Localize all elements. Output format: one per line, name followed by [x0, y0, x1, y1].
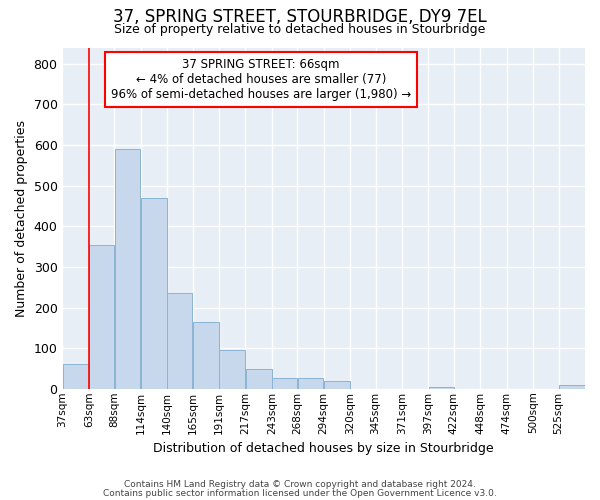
Text: 37 SPRING STREET: 66sqm
← 4% of detached houses are smaller (77)
96% of semi-det: 37 SPRING STREET: 66sqm ← 4% of detached…	[111, 58, 411, 100]
Bar	[298, 378, 323, 389]
Bar	[245, 370, 272, 389]
Bar	[89, 244, 114, 389]
Bar	[115, 149, 140, 389]
Bar	[324, 382, 350, 389]
Text: Size of property relative to detached houses in Stourbridge: Size of property relative to detached ho…	[115, 22, 485, 36]
Text: 37, SPRING STREET, STOURBRIDGE, DY9 7EL: 37, SPRING STREET, STOURBRIDGE, DY9 7EL	[113, 8, 487, 26]
Bar	[141, 198, 167, 389]
X-axis label: Distribution of detached houses by size in Stourbridge: Distribution of detached houses by size …	[154, 442, 494, 455]
Bar	[559, 384, 585, 389]
Bar	[167, 294, 192, 389]
Text: Contains HM Land Registry data © Crown copyright and database right 2024.: Contains HM Land Registry data © Crown c…	[124, 480, 476, 489]
Bar	[62, 364, 89, 389]
Y-axis label: Number of detached properties: Number of detached properties	[15, 120, 28, 316]
Bar	[193, 322, 219, 389]
Bar	[219, 350, 245, 389]
Text: Contains public sector information licensed under the Open Government Licence v3: Contains public sector information licen…	[103, 488, 497, 498]
Bar	[272, 378, 297, 389]
Bar	[428, 386, 454, 389]
